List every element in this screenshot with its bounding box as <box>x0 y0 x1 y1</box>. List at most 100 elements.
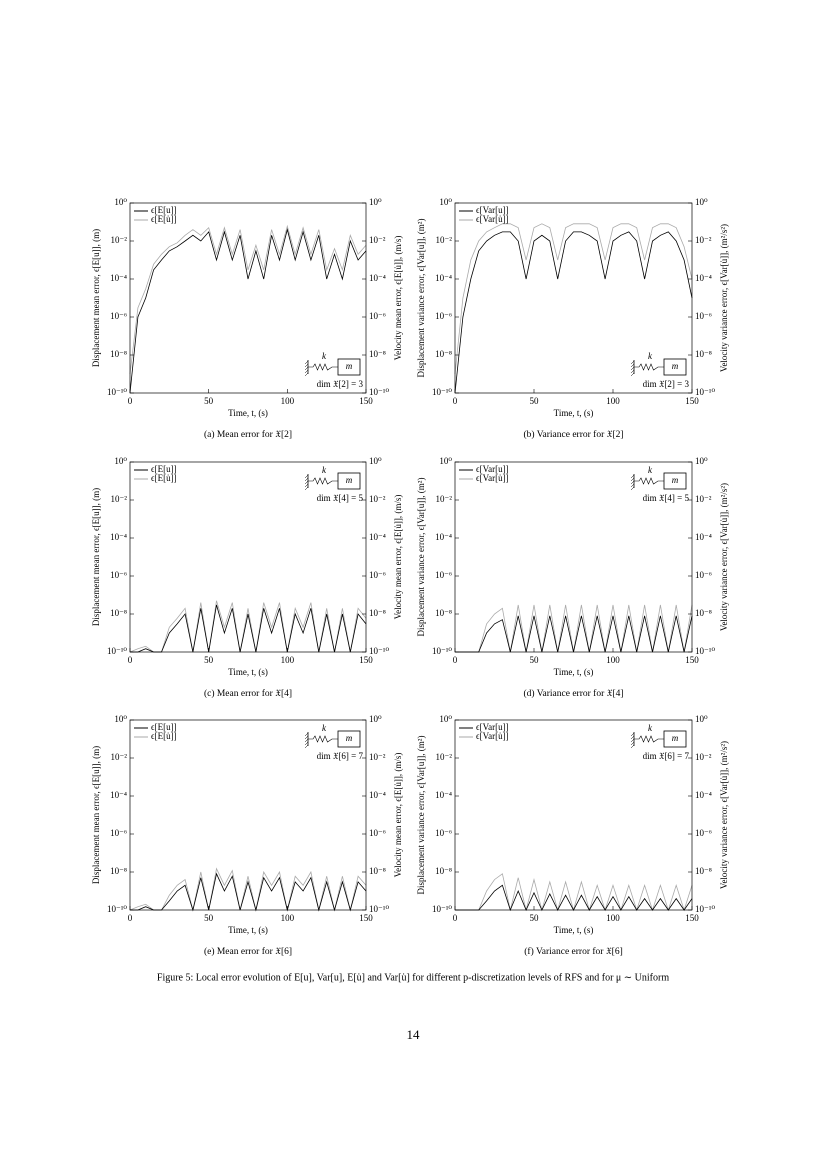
wall-hatch <box>304 369 309 374</box>
legend-label: ϵ[Var[u]] <box>476 722 509 732</box>
y2-tick-label: 10⁻⁶ <box>695 828 712 838</box>
dimension-annotation: dim 𝔛[6] = 7 <box>317 751 364 761</box>
y-tick-label: 10⁻⁴ <box>435 273 452 283</box>
x-axis-label: Time, t, (s) <box>554 925 594 935</box>
wall-hatch <box>630 744 635 749</box>
legend-label: ϵ[E[u]] <box>151 205 177 215</box>
y-tick-label: 10⁻⁸ <box>435 349 452 359</box>
x-tick-label: 50 <box>204 396 214 406</box>
y2-tick-label: 10⁻² <box>695 752 712 762</box>
spring <box>308 735 338 743</box>
legend-label: ϵ[E[u̇]] <box>151 214 177 224</box>
y-tick-label: 10⁻⁴ <box>110 273 127 283</box>
data-line <box>454 231 693 394</box>
y-axis-label: Displacement variance error, ϵ[Var[u]], … <box>416 478 426 637</box>
data-line <box>129 867 367 911</box>
y-tick-label: 10⁰ <box>439 197 452 207</box>
x-tick-label: 100 <box>281 396 295 406</box>
x-tick-label: 0 <box>453 655 458 665</box>
y2-axis-label: Velocity mean error, ϵ[E[u̇]], (m/s) <box>393 753 403 878</box>
wall-hatch <box>630 477 635 482</box>
y-axis-label: Displacement mean error, ϵ[E[u]], (m) <box>91 746 101 884</box>
plot-frame <box>129 719 367 911</box>
y2-tick-label: 10⁻⁶ <box>695 311 712 321</box>
x-tick-label: 150 <box>685 655 699 665</box>
legend-label: ϵ[Var[u]] <box>476 205 509 215</box>
x-tick-label: 50 <box>530 913 540 923</box>
y2-tick-label: 10⁻⁸ <box>369 349 386 359</box>
mass-label: m <box>346 475 353 485</box>
wall-hatch <box>304 732 309 737</box>
x-tick-label: 50 <box>530 396 540 406</box>
dimension-annotation: dim 𝔛[2] = 3 <box>643 379 690 389</box>
wall-hatch <box>304 735 309 740</box>
y-tick-label: 10⁻¹⁰ <box>107 904 127 914</box>
y-tick-label: 10⁰ <box>114 714 127 724</box>
legend-label: ϵ[E[u̇]] <box>151 731 177 741</box>
chart: 10⁻¹⁰ 10⁻⁸ 10⁻⁶ 10⁻⁴ 10⁻² 10⁰ 10⁻¹⁰ 10⁻⁸ 10⁻⁶ 10⁻… <box>91 197 403 440</box>
data-line <box>129 600 367 653</box>
y2-tick-label: 10⁻¹⁰ <box>695 646 715 656</box>
y-tick-label: 10⁻¹⁰ <box>107 387 127 397</box>
legend-label: ϵ[Var[u]] <box>476 464 509 474</box>
legend-label: ϵ[E[u]] <box>151 464 177 474</box>
y2-tick-label: 10⁰ <box>695 456 708 466</box>
x-axis-label: Time, t, (s) <box>228 667 268 677</box>
wall-hatch <box>630 741 635 746</box>
dimension-annotation: dim 𝔛[6] = 7 <box>643 751 690 761</box>
y-tick-label: 10⁻⁴ <box>110 790 127 800</box>
y2-tick-label: 10⁻⁸ <box>695 608 712 618</box>
y2-tick-label: 10⁻⁶ <box>695 570 712 580</box>
y-tick-label: 10⁻⁸ <box>435 866 452 876</box>
x-tick-label: 100 <box>606 913 620 923</box>
x-tick-label: 0 <box>128 396 133 406</box>
y2-tick-label: 10⁻¹⁰ <box>369 646 389 656</box>
y2-tick-label: 10⁻⁸ <box>369 608 386 618</box>
y-tick-label: 10⁻⁸ <box>110 866 127 876</box>
x-tick-label: 100 <box>281 655 295 665</box>
mass-label: m <box>672 733 679 743</box>
y-tick-label: 10⁻⁸ <box>110 608 127 618</box>
y2-tick-label: 10⁻² <box>369 494 386 504</box>
y-tick-label: 10⁻⁶ <box>110 570 127 580</box>
y2-tick-label: 10⁻⁸ <box>695 349 712 359</box>
wall-hatch <box>630 360 635 365</box>
data-line <box>129 228 367 394</box>
chart: 10⁻¹⁰ 10⁻⁸ 10⁻⁶ 10⁻⁴ 10⁻² 10⁰ 10⁻¹⁰ 10⁻⁸ 10⁻⁶ 10⁻… <box>416 197 729 440</box>
y2-tick-label: 10⁻¹⁰ <box>369 387 389 397</box>
wall-hatch <box>630 366 635 371</box>
page-number: 14 <box>407 1027 421 1042</box>
mass-label: m <box>672 475 679 485</box>
wall-hatch <box>630 480 635 485</box>
data-line <box>455 615 693 653</box>
chart: 10⁻¹⁰ 10⁻⁸ 10⁻⁶ 10⁻⁴ 10⁻² 10⁰ 10⁻¹⁰ 10⁻⁸ 10⁻⁶ 10⁻… <box>91 456 403 699</box>
y2-tick-label: 10⁻⁶ <box>369 570 386 580</box>
wall-hatch <box>304 483 309 488</box>
y-tick-label: 10⁻⁶ <box>110 828 127 838</box>
wall-hatch <box>630 372 635 377</box>
x-tick-label: 150 <box>359 396 373 406</box>
mass <box>663 730 687 748</box>
spring <box>634 477 664 485</box>
spring-label: k <box>648 465 653 475</box>
spring-label: k <box>648 723 653 733</box>
plot-frame <box>129 461 367 653</box>
spring-label: k <box>648 351 653 361</box>
y-axis-label: Displacement variance error, ϵ[Var[u]], … <box>416 736 426 895</box>
wall-hatch <box>304 744 309 749</box>
figure-caption: Figure 5: Local error evolution of E[u],… <box>157 972 669 983</box>
y2-tick-label: 10⁻² <box>695 494 712 504</box>
y-tick-label: 10⁻² <box>111 494 128 504</box>
y-tick-label: 10⁻⁶ <box>110 311 127 321</box>
wall-hatch <box>304 372 309 377</box>
x-tick-label: 0 <box>453 913 458 923</box>
y2-tick-label: 10⁻² <box>695 235 712 245</box>
x-tick-label: 100 <box>606 655 620 665</box>
y2-tick-label: 10⁰ <box>695 714 708 724</box>
spring-label: k <box>322 465 327 475</box>
y-tick-label: 10⁰ <box>439 456 452 466</box>
spring <box>634 735 664 743</box>
x-tick-label: 0 <box>128 913 133 923</box>
y-tick-label: 10⁻² <box>436 752 453 762</box>
mass-label: m <box>346 361 353 371</box>
